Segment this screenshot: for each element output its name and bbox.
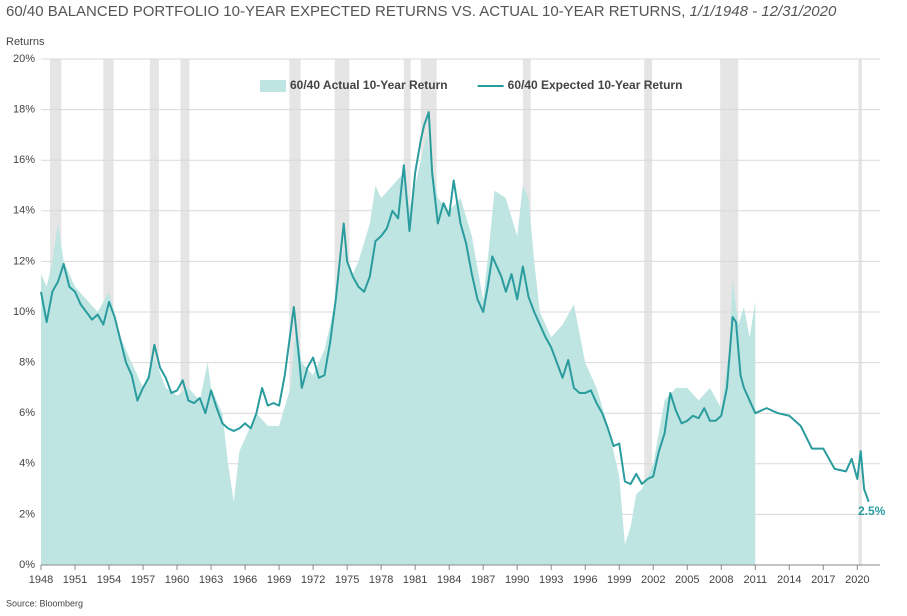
x-tick-label: 1978 (369, 574, 393, 586)
x-tick-label: 1963 (199, 574, 223, 586)
x-tick-label: 1966 (233, 574, 257, 586)
x-tick-label: 1969 (267, 574, 291, 586)
y-tick-label: 20% (13, 53, 35, 65)
y-tick-label: 14% (13, 205, 35, 217)
y-tick-label: 10% (13, 306, 35, 318)
title-range: 1/1/1948 - 12/31/2020 (690, 3, 837, 20)
x-tick-label: 2008 (709, 574, 733, 586)
y-tick-label: 0% (19, 559, 35, 571)
x-tick-label: 1960 (165, 574, 189, 586)
x-tick-label: 1951 (63, 574, 87, 586)
chart-title: 60/40 BALANCED PORTFOLIO 10-YEAR EXPECTE… (6, 3, 837, 20)
x-tick-label: 1999 (607, 574, 631, 586)
x-tick-label: 2020 (845, 574, 869, 586)
x-tick-label: 2017 (811, 574, 835, 586)
x-tick-label: 1984 (437, 574, 461, 586)
y-tick-label: 8% (19, 357, 35, 369)
area (41, 134, 756, 565)
y-tick-label: 2% (19, 508, 35, 520)
x-tick-label: 1975 (335, 574, 359, 586)
y-tick-label: 6% (19, 407, 35, 419)
x-tick-label: 1948 (29, 574, 53, 586)
end-label: 2.5% (858, 504, 886, 518)
x-tick-label: 1981 (403, 574, 427, 586)
x-tick-label: 1996 (573, 574, 597, 586)
y-tick-label: 16% (13, 154, 35, 166)
x-tick-label: 2002 (641, 574, 665, 586)
title-main: 60/40 BALANCED PORTFOLIO 10-YEAR EXPECTE… (6, 3, 685, 20)
x-tick-label: 2011 (743, 574, 767, 586)
x-tick-label: 1990 (505, 574, 529, 586)
y-axis-label: Returns (6, 36, 45, 48)
legend-swatch (260, 80, 286, 92)
x-tick-label: 1972 (301, 574, 325, 586)
line (40, 111, 870, 503)
source: Source: Bloomberg (6, 598, 83, 608)
y-tick-label: 12% (13, 255, 35, 267)
x-tick-label: 2005 (675, 574, 699, 586)
x-tick-label: 1987 (471, 574, 495, 586)
x-tick-label: 1993 (539, 574, 563, 586)
x-tick-label: 1954 (97, 574, 121, 586)
legend-label: 60/40 Actual 10-Year Return (290, 78, 448, 92)
y-tick-label: 4% (19, 458, 35, 470)
x-tick-label: 1957 (131, 574, 155, 586)
legend-label: 60/40 Expected 10-Year Return (508, 78, 683, 92)
x-tick-label: 2014 (777, 574, 801, 586)
y-tick-label: 18% (13, 104, 35, 116)
